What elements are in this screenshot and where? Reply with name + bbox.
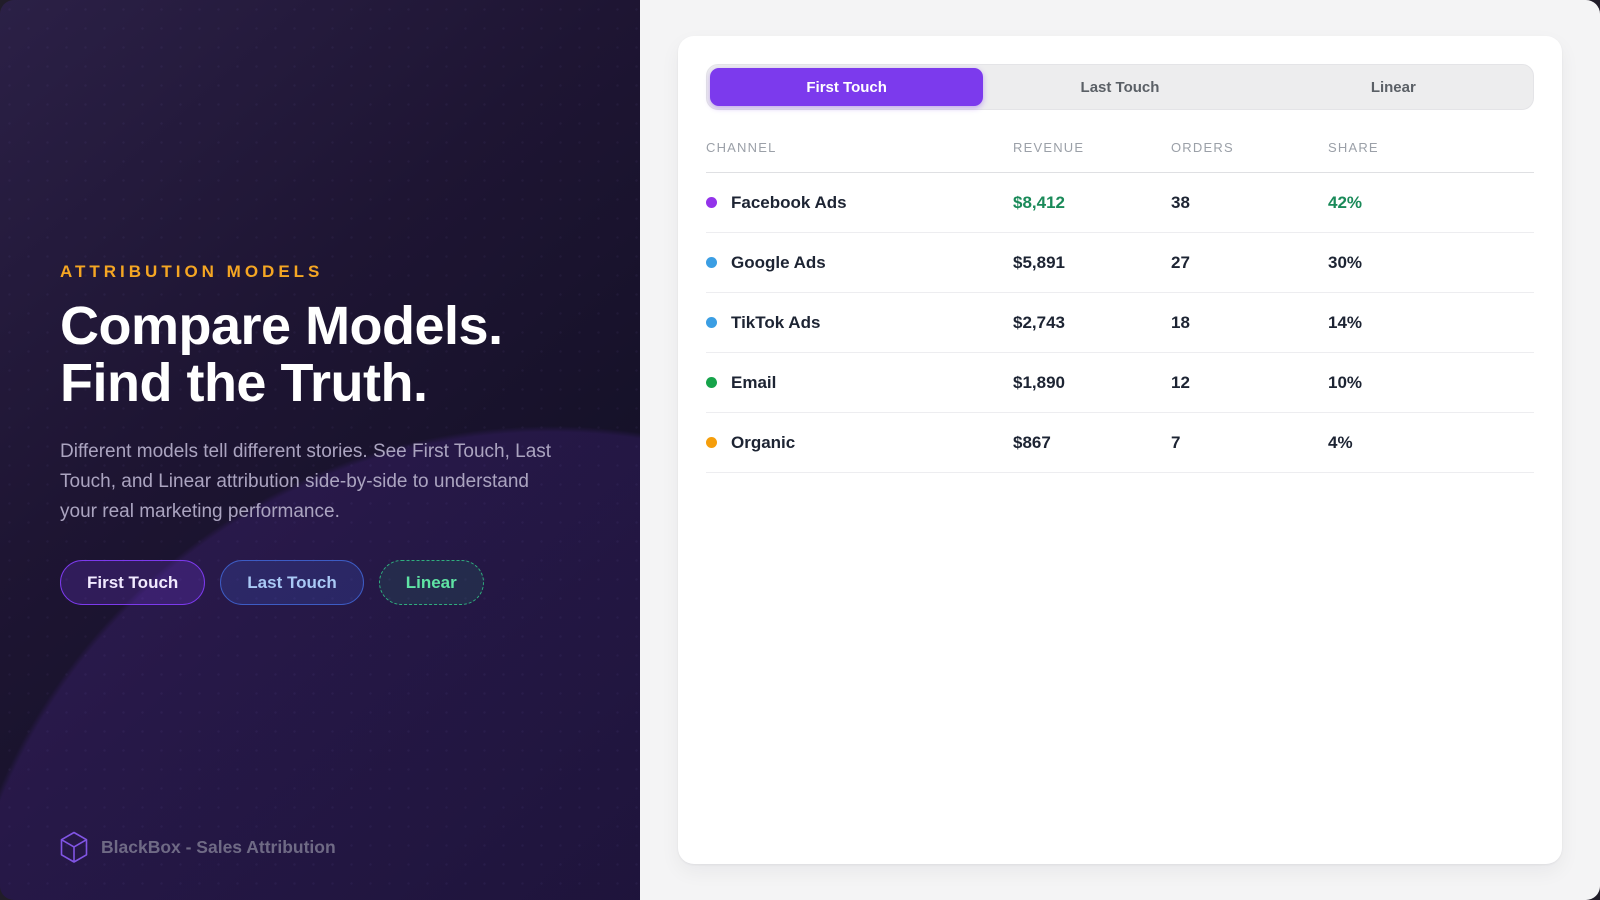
brand-label: BlackBox - Sales Attribution: [101, 837, 336, 857]
table-header: CHANNEL REVENUE ORDERS SHARE: [706, 110, 1534, 173]
col-channel: CHANNEL: [706, 140, 777, 155]
table-row: Email $1,890 12 10%: [706, 353, 1534, 413]
revenue-cell: $2,743: [1013, 312, 1065, 332]
share-cell: 14%: [1328, 312, 1363, 332]
col-revenue: REVENUE: [1013, 140, 1085, 155]
share-cell: 30%: [1328, 252, 1363, 272]
channel-cell: Google Ads: [706, 253, 1013, 273]
share-cell: 4%: [1328, 432, 1353, 452]
model-tabs: First Touch Last Touch Linear: [706, 64, 1534, 110]
channel-dot: [706, 197, 717, 208]
channel-dot: [706, 377, 717, 388]
hero-description: Different models tell different stories.…: [60, 441, 552, 523]
cube-icon: [60, 831, 88, 864]
channel-name: Email: [731, 372, 777, 392]
channel-dot: [706, 257, 717, 268]
channel-cell: TikTok Ads: [706, 313, 1013, 333]
channel-name: Google Ads: [731, 252, 826, 272]
page-title: Compare Models. Find the Truth.: [60, 298, 580, 411]
tab-first-touch[interactable]: First Touch: [710, 68, 984, 106]
eyebrow-label: ATTRIBUTION MODELS: [60, 262, 324, 281]
orders-cell: 27: [1171, 252, 1190, 272]
channel-name: TikTok Ads: [731, 312, 821, 332]
hero-panel: ATTRIBUTION MODELS Compare Models. Find …: [0, 0, 640, 900]
revenue-cell: $1,890: [1013, 372, 1065, 392]
table-row: Facebook Ads $8,412 38 42%: [706, 173, 1534, 233]
content-panel: First Touch Last Touch Linear CHANNEL RE…: [640, 0, 1600, 900]
page-title-line1: Compare Models.: [60, 296, 503, 356]
col-share: SHARE: [1328, 140, 1379, 155]
channel-dot: [706, 317, 717, 328]
table-row: Organic $867 7 4%: [706, 413, 1534, 473]
channel-dot: [706, 437, 717, 448]
orders-cell: 18: [1171, 312, 1190, 332]
channel-cell: Organic: [706, 433, 1013, 453]
orders-cell: 12: [1171, 372, 1190, 392]
brand-footer: BlackBox - Sales Attribution: [60, 831, 580, 864]
channel-cell: Facebook Ads: [706, 193, 1013, 213]
channel-cell: Email: [706, 373, 1013, 393]
table-row: TikTok Ads $2,743 18 14%: [706, 293, 1534, 353]
model-pills: First Touch Last Touch Linear: [60, 560, 580, 606]
revenue-cell: $5,891: [1013, 252, 1065, 272]
pill-last-touch[interactable]: Last Touch: [220, 560, 364, 606]
table-row: Google Ads $5,891 27 30%: [706, 233, 1534, 293]
pill-linear[interactable]: Linear: [378, 560, 484, 606]
attribution-table: CHANNEL REVENUE ORDERS SHARE Facebook Ad…: [706, 110, 1534, 473]
share-cell: 10%: [1328, 372, 1363, 392]
orders-cell: 7: [1171, 432, 1181, 452]
channel-name: Organic: [731, 432, 796, 452]
revenue-cell: $8,412: [1013, 192, 1065, 212]
pill-first-touch[interactable]: First Touch: [60, 560, 206, 606]
orders-cell: 38: [1171, 192, 1190, 212]
tab-linear[interactable]: Linear: [1257, 68, 1530, 106]
revenue-cell: $867: [1013, 432, 1051, 452]
col-orders: ORDERS: [1171, 140, 1234, 155]
tab-last-touch[interactable]: Last Touch: [983, 68, 1256, 106]
page-title-line2: Find the Truth.: [60, 352, 428, 413]
results-card: First Touch Last Touch Linear CHANNEL RE…: [678, 36, 1562, 864]
channel-name: Facebook Ads: [731, 192, 847, 212]
share-cell: 42%: [1328, 192, 1363, 212]
